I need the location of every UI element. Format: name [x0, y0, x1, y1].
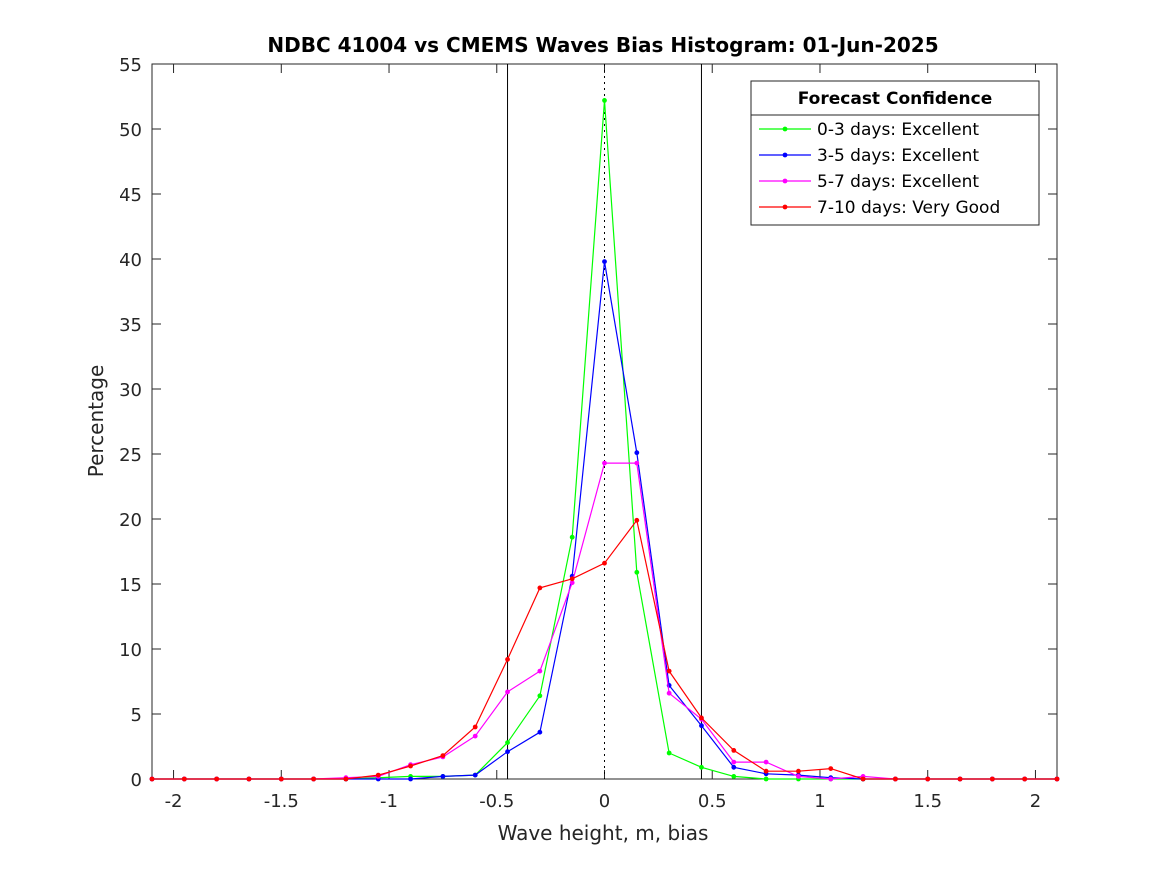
series-point-3: [602, 560, 607, 566]
series-point-3: [699, 715, 704, 721]
series-point-0: [731, 774, 737, 779]
series-point-1: [440, 774, 446, 779]
series-point-2: [666, 690, 672, 696]
series-point-3: [763, 768, 769, 774]
series-point-3: [828, 766, 834, 771]
series-point-2: [796, 774, 801, 779]
series-point-0: [666, 750, 672, 756]
legend-entry-label: 3-5 days: Excellent: [817, 146, 979, 166]
chart-title: NDBC 41004 vs CMEMS Waves Bias Histogram…: [267, 33, 938, 57]
x-tick-label: 1: [814, 791, 825, 812]
series-point-2: [763, 759, 769, 765]
series-point-3: [925, 776, 931, 782]
series-point-2: [537, 668, 543, 674]
series-point-3: [666, 668, 672, 674]
x-tick-label: -2: [165, 791, 183, 812]
x-tick-label: 0: [599, 791, 610, 812]
series-point-2: [634, 460, 640, 466]
legend-swatch-marker: [782, 126, 788, 132]
series-point-3: [505, 657, 510, 662]
series-point-3: [796, 768, 801, 774]
x-tick-label: 1.5: [913, 791, 942, 812]
series-point-3: [375, 772, 381, 778]
series-point-3: [1022, 776, 1028, 782]
series-point-1: [537, 729, 543, 735]
series-point-3: [957, 776, 963, 782]
legend-swatch-marker: [782, 204, 788, 210]
legend-box: [750, 80, 1040, 226]
y-tick-label: 20: [119, 510, 142, 531]
y-tick-label: 40: [119, 250, 142, 271]
legend-swatch-marker: [782, 152, 788, 158]
y-tick-label: 35: [119, 315, 142, 336]
series-point-3: [181, 776, 187, 782]
y-tick-label: 15: [119, 575, 142, 596]
x-tick-label: -1: [380, 791, 398, 812]
series-point-3: [311, 776, 317, 782]
series-point-0: [763, 776, 769, 782]
series-point-1: [505, 749, 510, 755]
y-tick-label: 0: [131, 770, 142, 791]
legend: Forecast Confidence 0-3 days: Excellent 3-…: [750, 80, 1040, 226]
series-point-3: [278, 776, 284, 782]
legend-entry-label: 0-3 days: Excellent: [817, 120, 979, 140]
series-point-1: [699, 723, 704, 729]
series-point-2: [602, 460, 607, 466]
y-tick-label: 25: [119, 445, 142, 466]
y-tick-label: 45: [119, 185, 142, 206]
series-point-2: [472, 733, 478, 739]
y-tick-label: 50: [119, 120, 142, 141]
series-point-3: [634, 517, 640, 523]
series-point-3: [860, 776, 866, 782]
series-point-2: [828, 776, 834, 782]
series-point-3: [472, 724, 478, 730]
series-point-2: [505, 689, 510, 695]
x-axis-title: Wave height, m, bias: [498, 821, 709, 845]
y-axis-title: Percentage: [84, 365, 108, 478]
y-tick-label: 55: [119, 55, 142, 76]
series-point-1: [731, 764, 737, 770]
legend-entry-label: 5-7 days: Excellent: [817, 172, 979, 192]
y-tick-label: 5: [131, 705, 142, 726]
series-point-3: [440, 753, 446, 758]
series-point-0: [634, 569, 640, 575]
series-point-3: [537, 585, 543, 591]
x-tick-label: 0.5: [698, 791, 727, 812]
series-point-1: [602, 259, 607, 264]
series-point-3: [343, 776, 349, 782]
series-point-0: [699, 764, 704, 770]
series-point-0: [569, 534, 575, 540]
legend-title: Forecast Confidence: [798, 89, 993, 109]
legend-entry-label: 7-10 days: Very Good: [817, 198, 1000, 218]
legend-swatch-marker: [782, 178, 788, 184]
series-point-3: [569, 576, 575, 582]
y-tick-label: 10: [119, 640, 142, 661]
series-point-2: [569, 580, 575, 586]
series-point-3: [731, 748, 737, 753]
series-point-0: [537, 693, 543, 699]
series-point-0: [505, 740, 510, 745]
x-tick-label: -0.5: [479, 791, 514, 812]
series-point-3: [408, 763, 413, 769]
series-point-0: [602, 98, 607, 103]
series-point-3: [989, 776, 995, 782]
series-point-3: [214, 776, 220, 782]
series-point-3: [892, 776, 898, 782]
series-point-3: [1054, 776, 1060, 782]
series-point-1: [472, 772, 478, 778]
y-tick-label: 30: [119, 380, 142, 401]
x-tick-label: -1.5: [264, 791, 299, 812]
series-point-2: [731, 759, 737, 765]
series-point-1: [634, 450, 640, 456]
series-point-3: [149, 776, 155, 782]
series-point-1: [408, 776, 413, 782]
x-tick-label: 2: [1030, 791, 1041, 812]
series-point-3: [246, 776, 252, 782]
